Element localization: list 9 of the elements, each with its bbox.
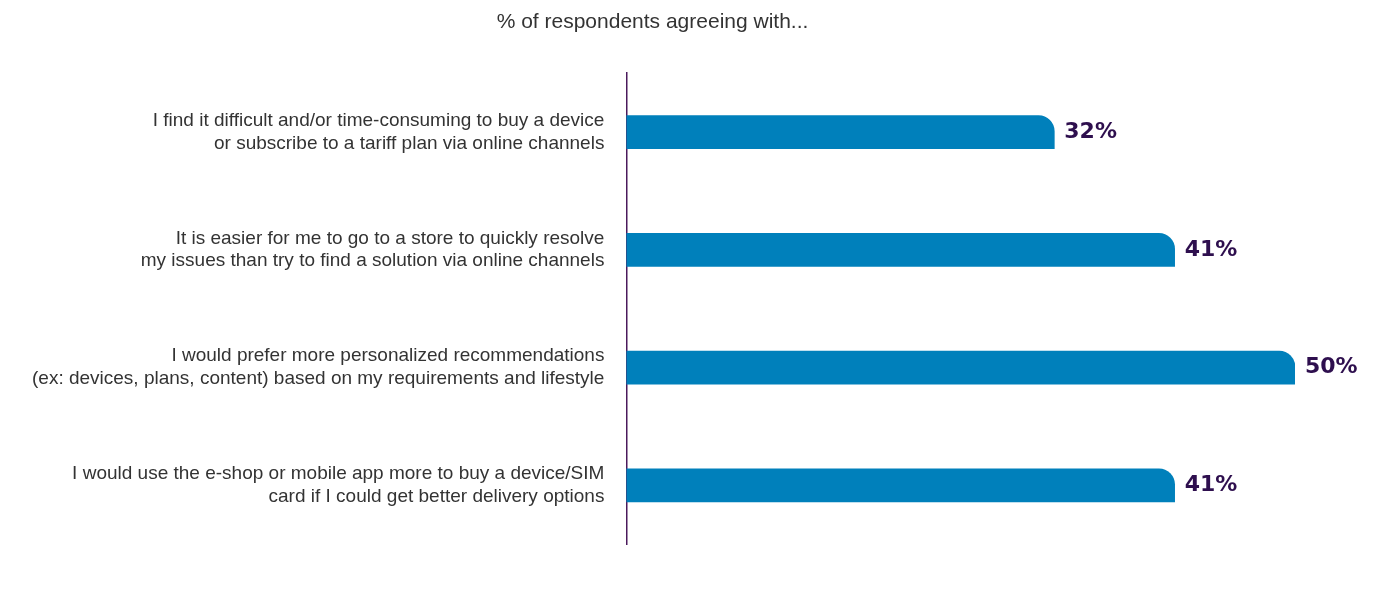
y-tick-label: I find it difficult and/or time-consuming to buy a device or subscribe to a tariff plan via online channels (152, 108, 605, 153)
y-tick-label: I would use the e-shop or mobile app more to buy a device/SIM card if I could get better delivery options (72, 462, 605, 506)
data-label: 41% (1184, 235, 1238, 261)
y-tick-label: It is easier for me to go to a store to quickly resolve my issues than try to find a solution via online channels (140, 226, 605, 271)
data-label: 32% (1064, 117, 1117, 143)
y-tick-label: I would prefer more personalized recommendations (ex: devices, plans, content) based on my requirements and lifestyle (32, 344, 605, 389)
chart-title: % of respondents agreeing with... (496, 9, 809, 33)
data-label: 41% (1184, 471, 1238, 497)
data-label: 50% (1305, 353, 1358, 379)
